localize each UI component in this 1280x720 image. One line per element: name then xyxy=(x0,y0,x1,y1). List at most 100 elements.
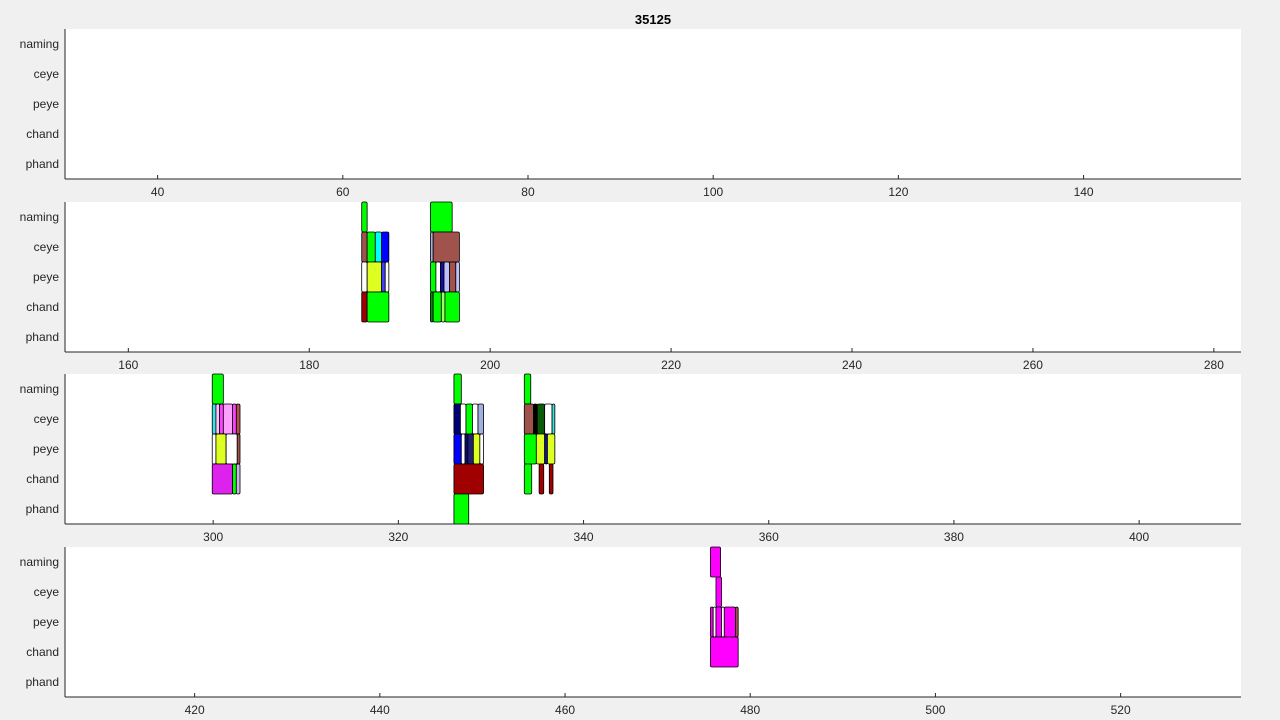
segment-ceye xyxy=(222,403,234,435)
segment-ceye xyxy=(219,403,224,435)
panel-2: naming ceye peye chand phand 160 180 200 220 240 2… xyxy=(20,201,1241,372)
segment-naming xyxy=(523,373,532,405)
segment-ceye xyxy=(215,403,221,435)
segment-peye xyxy=(384,261,390,293)
segment-ceye xyxy=(232,403,237,435)
x-tick-label: 140 xyxy=(1074,185,1094,199)
segment-ceye xyxy=(477,403,484,435)
segment-ceye xyxy=(235,403,241,435)
segment-chand xyxy=(430,291,434,323)
row-label-naming: naming xyxy=(20,555,59,569)
segment-ceye xyxy=(551,403,556,435)
row-label-chand: chand xyxy=(26,472,59,486)
segment-chand xyxy=(548,463,554,495)
panel-background xyxy=(65,202,1241,352)
segment-phand xyxy=(453,493,470,525)
panel-background xyxy=(65,29,1241,179)
x-tick-label: 80 xyxy=(521,185,535,199)
row-label-naming: naming xyxy=(20,37,59,51)
segment-ceye xyxy=(361,231,368,263)
row-label-chand: chand xyxy=(26,127,59,141)
segment-peye xyxy=(715,606,722,638)
segment-peye xyxy=(366,261,383,293)
segment-peye xyxy=(455,261,460,293)
segment-peye xyxy=(236,433,241,465)
x-tick-label: 420 xyxy=(185,703,205,717)
row-label-peye: peye xyxy=(33,97,59,111)
segment-ceye xyxy=(523,403,534,435)
segment-chand xyxy=(361,291,368,323)
segment-peye xyxy=(453,433,462,465)
segment-peye xyxy=(721,606,725,638)
segment-ceye xyxy=(453,403,461,435)
segment-chand xyxy=(211,463,234,495)
x-tick-label: 260 xyxy=(1023,358,1043,372)
x-tick-label: 60 xyxy=(336,185,350,199)
segment-naming xyxy=(453,373,462,405)
segment-ceye xyxy=(544,403,553,435)
x-tick-label: 160 xyxy=(118,358,138,372)
panel-background xyxy=(65,547,1241,697)
segment-ceye xyxy=(459,403,467,435)
segment-chand xyxy=(232,463,237,495)
x-tick-label: 440 xyxy=(370,703,390,717)
x-tick-label: 200 xyxy=(480,358,500,372)
x-tick-label: 500 xyxy=(925,703,945,717)
x-tick-label: 100 xyxy=(703,185,723,199)
segment-peye xyxy=(215,433,227,465)
segment-peye xyxy=(523,433,537,465)
segment-peye xyxy=(361,261,368,293)
x-tick-label: 520 xyxy=(1111,703,1131,717)
segment-chand xyxy=(710,636,739,668)
row-label-ceye: ceye xyxy=(34,585,60,599)
x-tick-label: 300 xyxy=(203,530,223,544)
row-label-phand: phand xyxy=(26,502,59,516)
segment-chand xyxy=(444,291,460,323)
row-label-ceye: ceye xyxy=(34,240,60,254)
segment-ceye xyxy=(465,403,473,435)
segment-ceye xyxy=(374,231,383,263)
row-label-naming: naming xyxy=(20,382,59,396)
segment-ceye xyxy=(430,231,434,263)
segment-chand xyxy=(538,463,545,495)
segment-peye xyxy=(723,606,736,638)
panel-background xyxy=(65,374,1241,524)
segment-peye xyxy=(449,261,457,293)
x-tick-label: 340 xyxy=(574,530,594,544)
segment-peye xyxy=(710,606,714,638)
segment-ceye xyxy=(366,231,376,263)
segment-ceye xyxy=(472,403,479,435)
panel-3: naming ceye peye chand phand 300 320 340 360 380 4… xyxy=(20,373,1241,544)
segment-peye xyxy=(435,261,441,293)
segment-peye xyxy=(712,606,717,638)
segment-naming xyxy=(211,373,224,405)
x-tick-label: 480 xyxy=(740,703,760,717)
segment-naming xyxy=(430,201,453,233)
x-tick-label: 40 xyxy=(151,185,165,199)
segment-peye xyxy=(460,433,466,465)
segment-ceye xyxy=(432,231,460,263)
row-label-naming: naming xyxy=(20,210,59,224)
row-label-chand: chand xyxy=(26,300,59,314)
segment-naming xyxy=(361,201,368,233)
segment-peye xyxy=(464,433,469,465)
panel-4: naming ceye peye chand phand 420 440 460 480 500 5… xyxy=(20,546,1241,717)
segment-naming xyxy=(710,546,721,578)
x-tick-label: 380 xyxy=(944,530,964,544)
segment-peye xyxy=(535,433,546,465)
x-tick-label: 220 xyxy=(661,358,681,372)
x-tick-label: 240 xyxy=(842,358,862,372)
segment-ceye xyxy=(533,403,538,435)
segment-peye xyxy=(544,433,548,465)
segment-peye xyxy=(381,261,386,293)
segment-peye xyxy=(440,261,445,293)
x-tick-label: 180 xyxy=(299,358,319,372)
segment-ceye xyxy=(381,231,390,263)
segment-peye xyxy=(225,433,238,465)
segment-peye xyxy=(211,433,217,465)
segment-chand xyxy=(366,291,390,323)
panel-1: naming ceye peye chand phand 40 60 80 100 120 140 xyxy=(20,29,1241,199)
x-tick-label: 280 xyxy=(1204,358,1224,372)
row-label-ceye: ceye xyxy=(34,412,60,426)
